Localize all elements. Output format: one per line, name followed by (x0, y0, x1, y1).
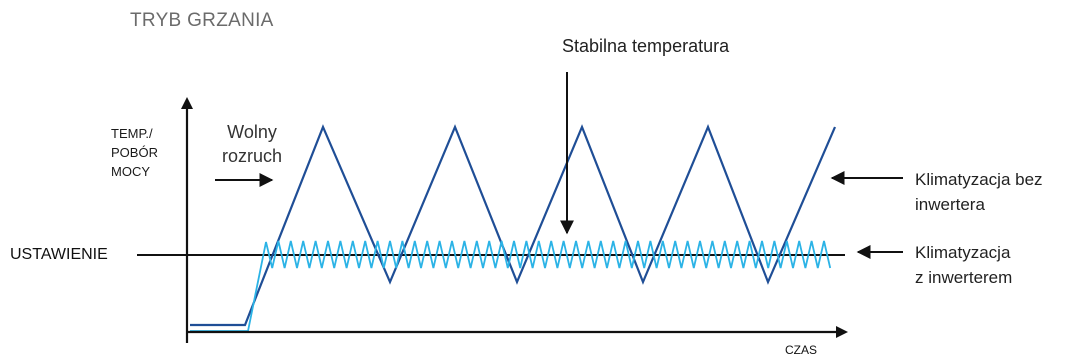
series-line-without-inverter (190, 124, 837, 327)
with-inverter-label: Klimatyzacja z inwerterem (915, 240, 1012, 290)
slow-start-line-1: Wolny (227, 122, 277, 142)
with-inverter-line-1: Klimatyzacja (915, 243, 1011, 262)
without-inverter-line-2: inwertera (915, 195, 985, 214)
y-axis-label-line-1: TEMP./ (111, 126, 153, 141)
diagram-title: TRYB GRZANIA (130, 10, 274, 31)
without-inverter-line-1: Klimatyzacja bez (915, 170, 1043, 189)
with-inverter-line-2: z inwerterem (915, 268, 1013, 287)
y-axis-arrowhead (181, 97, 193, 109)
y-axis-label-line-2: POBÓR (111, 145, 158, 160)
y-axis-label: TEMP./ POBÓR MOCY (111, 124, 158, 181)
setpoint-label: USTAWIENIE (10, 246, 108, 263)
series-line-with-inverter (190, 240, 832, 332)
x-axis-label: CZAS (785, 343, 818, 357)
x-axis-arrowhead (836, 326, 848, 338)
slow-start-line-2: rozruch (222, 146, 283, 166)
slow-start-label: Wolny rozruch (222, 120, 282, 168)
stable-temp-label: Stabilna temperatura (562, 36, 730, 56)
without-inverter-label: Klimatyzacja bez inwertera (915, 167, 1043, 217)
y-axis-label-line-3: MOCY (111, 164, 150, 179)
